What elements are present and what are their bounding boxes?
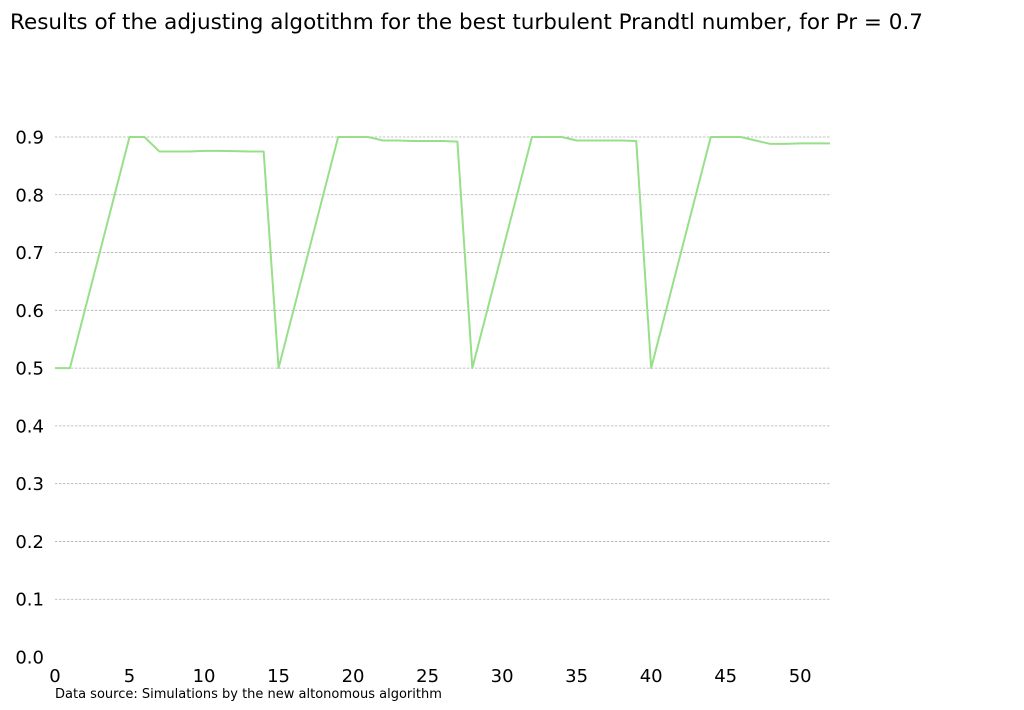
x-tick-label: 0: [49, 666, 60, 687]
x-tick-label: 35: [565, 666, 588, 687]
y-tick-label: 0.3: [15, 474, 44, 495]
y-tick-label: 0.6: [15, 301, 44, 322]
y-tick-label: 0.4: [15, 416, 44, 437]
gridlines: [55, 136, 830, 600]
series-line: [55, 136, 830, 370]
x-tick-label: 50: [789, 666, 812, 687]
x-tick-label: 10: [193, 666, 216, 687]
y-tick-label: 0.5: [15, 359, 44, 380]
y-tick-label: 0.0: [15, 648, 44, 669]
chart-title: Results of the adjusting algotithm for t…: [10, 10, 923, 35]
y-tick-label: 0.1: [15, 590, 44, 611]
x-tick-label: 25: [416, 666, 439, 687]
x-tick-label: 30: [491, 666, 514, 687]
x-tick-label: 20: [342, 666, 365, 687]
data-source-note: Data source: Simulations by the new alto…: [55, 687, 442, 702]
x-axis-ticks: 0 5 10 15 20 25 30 35 40 45 50: [49, 666, 811, 687]
y-tick-label: 0.9: [15, 128, 44, 149]
y-tick-label: 0.2: [15, 532, 44, 553]
y-tick-label: 0.7: [15, 243, 44, 264]
y-tick-label: 0.8: [15, 185, 44, 206]
x-tick-label: 5: [124, 666, 135, 687]
x-tick-label: 15: [267, 666, 290, 687]
series-layer: [55, 136, 830, 370]
x-tick-label: 40: [640, 666, 663, 687]
y-axis-ticks: 0.0 0.1 0.2 0.3 0.4 0.5 0.6 0.7 0.8 0.9: [15, 128, 44, 669]
x-tick-label: 45: [714, 666, 737, 687]
